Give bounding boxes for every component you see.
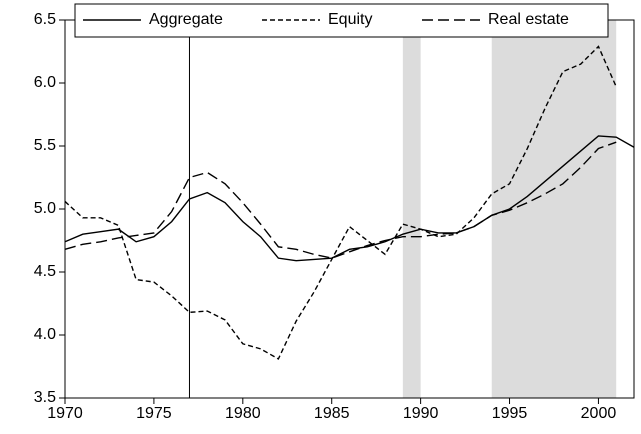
shaded-period (491, 20, 617, 398)
legend-label: Equity (328, 11, 372, 28)
legend-label: Aggregate (149, 11, 223, 28)
series-line (64, 141, 617, 259)
shaded-period (402, 20, 421, 398)
x-tick-label: 1980 (225, 405, 261, 422)
x-tick-label: 1990 (403, 405, 439, 422)
y-tick-label: 6.5 (34, 11, 56, 28)
x-tick-label: 1975 (136, 405, 172, 422)
y-tick-label: 5.5 (34, 137, 56, 154)
legend-label: Real estate (488, 11, 569, 28)
y-tick-label: 4.0 (34, 326, 56, 343)
series-line (64, 135, 635, 262)
x-tick-label: 1995 (492, 405, 528, 422)
y-tick-label: 4.5 (34, 263, 56, 280)
legend-box (74, 3, 609, 38)
series-line (64, 45, 617, 360)
y-tick-label: 5.0 (34, 200, 56, 217)
y-tick-label: 6.0 (34, 74, 56, 91)
x-tick-label: 1970 (47, 405, 83, 422)
y-tick-label: 3.5 (34, 389, 56, 406)
x-tick-label: 2000 (581, 405, 617, 422)
x-tick-label: 1985 (314, 405, 350, 422)
